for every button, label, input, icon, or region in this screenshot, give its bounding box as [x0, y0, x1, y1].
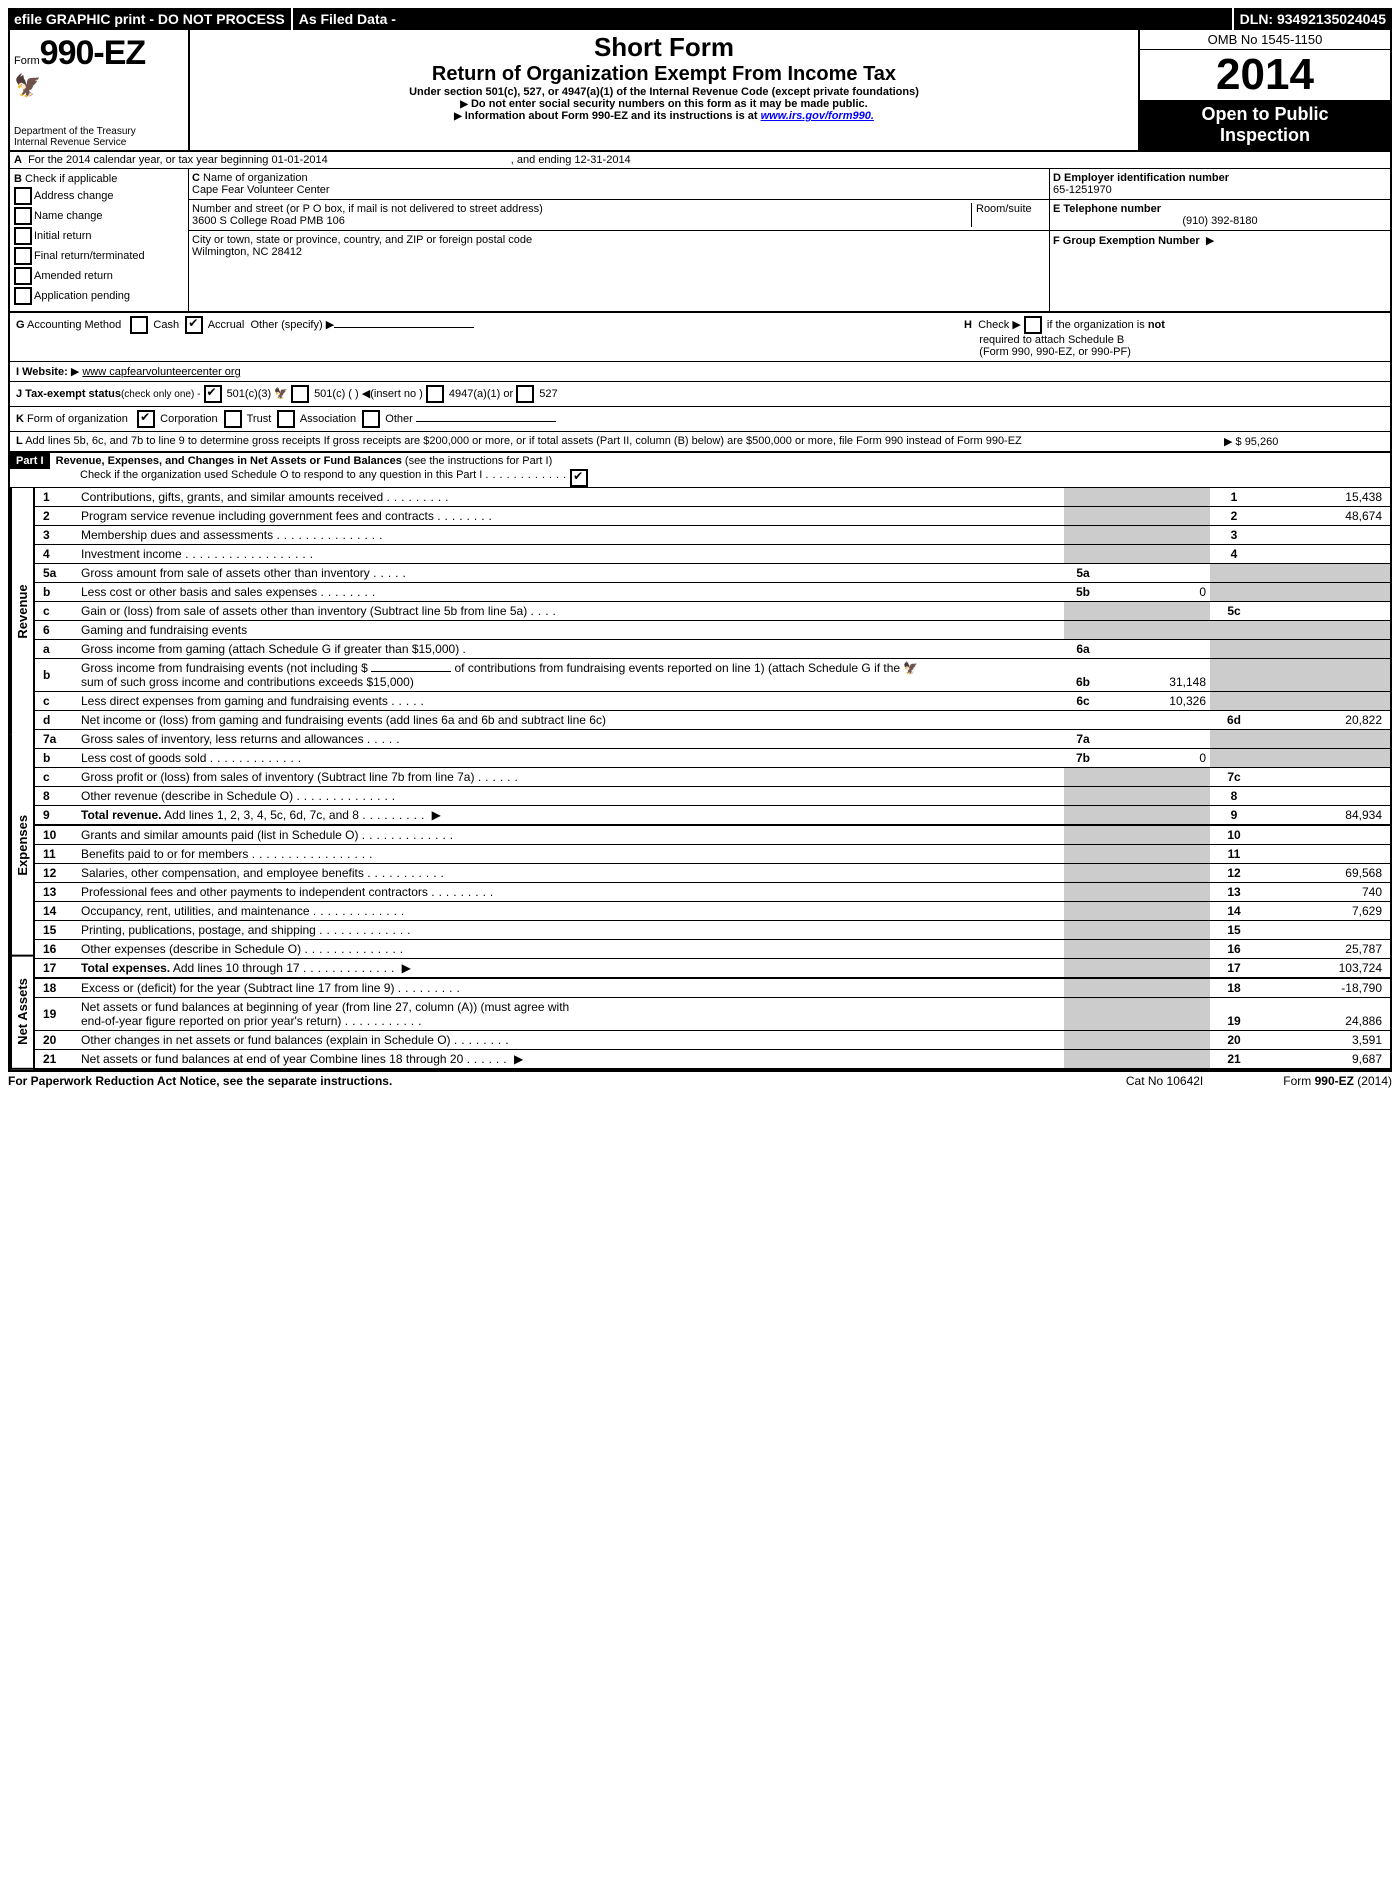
line-8: 8Other revenue (describe in Schedule O) …	[35, 787, 1390, 806]
line-9: 9Total revenue. Add lines 1, 2, 3, 4, 5c…	[35, 806, 1390, 826]
checkbox-other-org[interactable]	[362, 410, 380, 428]
tax-year: 2014	[1140, 50, 1390, 100]
checkbox-schedule-b[interactable]	[1024, 316, 1042, 334]
line-10: 10Grants and similar amounts paid (list …	[35, 825, 1390, 845]
irs-link[interactable]: www.irs.gov/form990.	[761, 110, 874, 122]
checkbox-accrual[interactable]	[185, 316, 203, 334]
row-g-h: G Accounting Method Cash Accrual Other (…	[8, 313, 1392, 362]
line-13: 13Professional fees and other payments t…	[35, 883, 1390, 902]
section-a-row: A For the 2014 calendar year, or tax yea…	[8, 152, 1392, 169]
line-6c: cLess direct expenses from gaming and fu…	[35, 692, 1390, 711]
line-17: 17Total expenses. Add lines 10 through 1…	[35, 959, 1390, 979]
part1-header: Part I Revenue, Expenses, and Changes in…	[8, 453, 1392, 488]
lines-table: 1Contributions, gifts, grants, and simil…	[35, 488, 1390, 1070]
checkbox-schedule-o[interactable]	[570, 469, 588, 487]
line-4: 4Investment income ..................4	[35, 545, 1390, 564]
checkbox-final-return[interactable]	[14, 247, 32, 265]
dln: DLN: 93492135024045	[1234, 8, 1392, 30]
checkbox-application-pending[interactable]	[14, 287, 32, 305]
org-website[interactable]: www capfearvolunteercenter org	[82, 366, 240, 378]
line-18: 18Excess or (deficit) for the year (Subt…	[35, 978, 1390, 998]
checkbox-name-change[interactable]	[14, 207, 32, 225]
page-footer: For Paperwork Reduction Act Notice, see …	[8, 1070, 1392, 1088]
line-6b: bGross income from fundraising events (n…	[35, 659, 1390, 692]
org-name: Cape Fear Volunteer Center	[192, 184, 330, 196]
short-form-title: Short Form	[194, 32, 1134, 63]
line-21: 21Net assets or fund balances at end of …	[35, 1050, 1390, 1070]
line-1: 1Contributions, gifts, grants, and simil…	[35, 488, 1390, 507]
checkbox-amended-return[interactable]	[14, 267, 32, 285]
line-16: 16Other expenses (describe in Schedule O…	[35, 940, 1390, 959]
line-19: 19Net assets or fund balances at beginni…	[35, 998, 1390, 1031]
telephone: (910) 392-8180	[1053, 215, 1387, 227]
side-revenue: Revenue	[10, 488, 33, 735]
line-15: 15Printing, publications, postage, and s…	[35, 921, 1390, 940]
line-7c: cGross profit or (loss) from sales of in…	[35, 768, 1390, 787]
form-title: Return of Organization Exempt From Incom…	[194, 63, 1134, 86]
efile-notice: efile GRAPHIC print - DO NOT PROCESS	[8, 8, 291, 30]
side-expenses: Expenses	[10, 735, 33, 957]
ein: 65-1251970	[1053, 184, 1112, 196]
irs-seal-icon: 🦅	[14, 73, 184, 99]
line-14: 14Occupancy, rent, utilities, and mainte…	[35, 902, 1390, 921]
line-12: 12Salaries, other compensation, and empl…	[35, 864, 1390, 883]
checkbox-association[interactable]	[277, 410, 295, 428]
line-5a: 5aGross amount from sale of assets other…	[35, 564, 1390, 583]
side-net-assets: Net Assets	[10, 956, 33, 1070]
line-5c: cGain or (loss) from sale of assets othe…	[35, 602, 1390, 621]
entity-block: B Check if applicable Address change Nam…	[8, 169, 1392, 313]
line-6a: aGross income from gaming (attach Schedu…	[35, 640, 1390, 659]
row-i: I Website: ▶ www capfearvolunteercenter …	[8, 362, 1392, 382]
checkbox-address-change[interactable]	[14, 187, 32, 205]
row-k: K Form of organization Corporation Trust…	[8, 407, 1392, 432]
row-l: L Add lines 5b, 6c, and 7b to line 9 to …	[8, 432, 1392, 453]
form-number: 990-EZ	[40, 34, 146, 72]
checkbox-527[interactable]	[516, 385, 534, 403]
line-7b: bLess cost of goods sold .............7b…	[35, 749, 1390, 768]
row-j: J Tax-exempt status(check only one) - 50…	[8, 382, 1392, 407]
top-bar: efile GRAPHIC print - DO NOT PROCESS As …	[8, 8, 1392, 30]
gross-receipts: $ 95,260	[1236, 436, 1279, 448]
checkbox-corporation[interactable]	[137, 410, 155, 428]
org-street: 3600 S College Road PMB 106	[192, 215, 345, 227]
line-6d: dNet income or (loss) from gaming and fu…	[35, 711, 1390, 730]
line-3: 3Membership dues and assessments .......…	[35, 526, 1390, 545]
checkbox-501c[interactable]	[291, 385, 309, 403]
as-filed: As Filed Data -	[291, 8, 1234, 30]
checkbox-initial-return[interactable]	[14, 227, 32, 245]
line-11: 11Benefits paid to or for members ......…	[35, 845, 1390, 864]
org-city: Wilmington, NC 28412	[192, 246, 302, 258]
form-header: Form990-EZ 🦅 Department of the Treasury …	[8, 30, 1392, 152]
line-5b: bLess cost or other basis and sales expe…	[35, 583, 1390, 602]
checkbox-501c3[interactable]	[204, 385, 222, 403]
line-6: 6Gaming and fundraising events	[35, 621, 1390, 640]
line-20: 20Other changes in net assets or fund ba…	[35, 1031, 1390, 1050]
line-7a: 7aGross sales of inventory, less returns…	[35, 730, 1390, 749]
checkbox-trust[interactable]	[224, 410, 242, 428]
checkbox-cash[interactable]	[130, 316, 148, 334]
checkbox-4947[interactable]	[426, 385, 444, 403]
line-2: 2Program service revenue including gover…	[35, 507, 1390, 526]
omb-number: OMB No 1545-1150	[1140, 30, 1390, 50]
part1-body: Revenue Expenses Net Assets 1Contributio…	[8, 488, 1392, 1070]
